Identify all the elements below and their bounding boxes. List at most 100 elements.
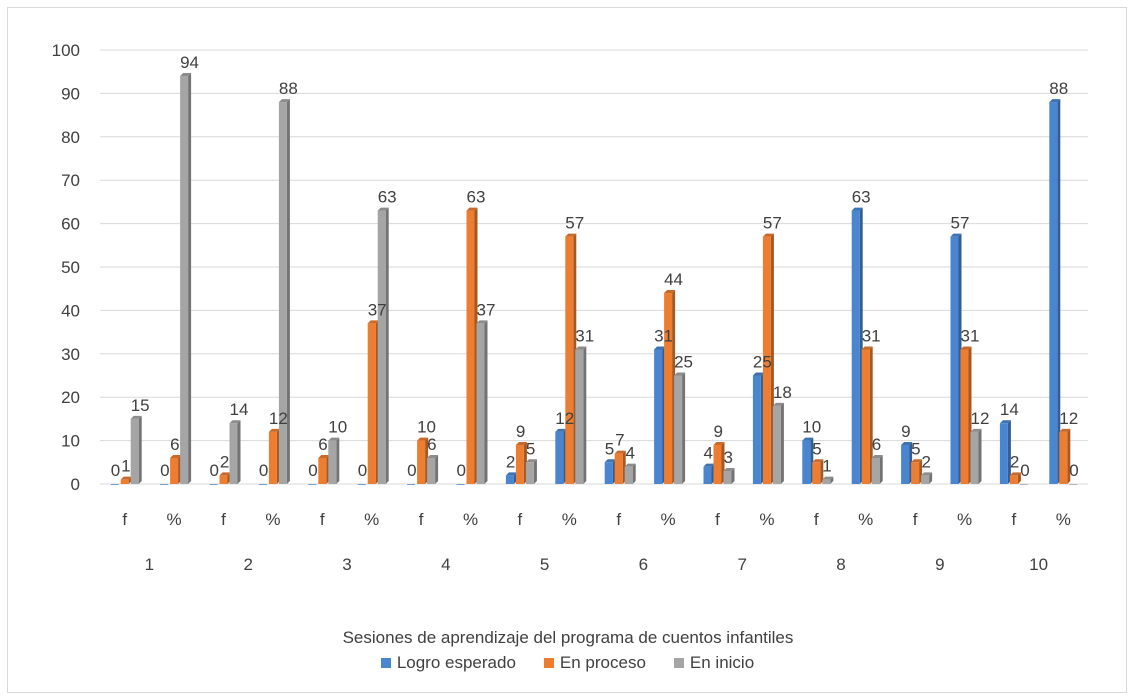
bar <box>871 454 883 484</box>
bar-front <box>1019 484 1028 485</box>
bar-front <box>703 466 712 484</box>
bar-front <box>901 444 910 484</box>
bar-side <box>929 472 933 484</box>
data-label: 2 <box>220 452 229 471</box>
y-tick-label: 60 <box>61 215 80 234</box>
bar <box>160 484 169 485</box>
bar-top <box>772 402 784 406</box>
bar-front <box>664 293 673 484</box>
bar-top <box>871 454 883 458</box>
bar-front <box>565 236 574 484</box>
bar-top <box>851 207 863 211</box>
bar <box>466 207 478 484</box>
bar-top <box>120 476 132 480</box>
bar-front <box>723 470 732 484</box>
bar-side <box>385 207 389 484</box>
bar <box>614 450 626 484</box>
data-label: 5 <box>812 439 821 458</box>
bar-top <box>614 450 626 454</box>
bar <box>575 346 587 484</box>
x-group-label: 7 <box>737 555 746 574</box>
data-label: 0 <box>160 461 169 480</box>
bar-front <box>970 431 979 484</box>
bar-side <box>632 463 636 484</box>
bar-top <box>229 420 241 424</box>
bar-side <box>583 346 587 484</box>
bar-front <box>1009 475 1018 484</box>
bar-top <box>970 428 982 432</box>
bar-top <box>565 233 577 237</box>
bar-front <box>268 431 277 484</box>
x-tick-label: f <box>1012 510 1017 529</box>
bar-top <box>476 320 488 324</box>
bar <box>219 472 231 484</box>
bar-top <box>812 459 824 463</box>
bar-side <box>869 346 873 484</box>
data-label: 0 <box>407 461 416 480</box>
data-label: 12 <box>269 409 288 428</box>
bar-front <box>713 444 722 484</box>
data-label: 5 <box>605 439 614 458</box>
y-tick-label: 20 <box>61 388 80 407</box>
bar <box>180 73 192 484</box>
bar-side <box>879 454 883 484</box>
legend-swatch-proceso <box>543 658 554 668</box>
y-tick-label: 0 <box>71 475 80 494</box>
data-label: 31 <box>654 326 673 345</box>
x-group-label: 10 <box>1029 555 1048 574</box>
data-label: 6 <box>872 435 881 454</box>
x-group-label: 1 <box>145 555 154 574</box>
bar-top <box>664 290 676 294</box>
data-label: 37 <box>477 300 496 319</box>
bar-front <box>861 349 870 484</box>
bar-side <box>978 428 982 484</box>
bar-top <box>713 441 725 445</box>
bar <box>308 484 317 485</box>
bar-top <box>752 372 764 376</box>
data-label: 14 <box>230 400 249 419</box>
data-label: 57 <box>565 214 584 233</box>
bar-front <box>209 484 218 485</box>
bar-top <box>654 346 666 350</box>
x-tick-label: % <box>463 510 478 529</box>
bar <box>654 346 666 484</box>
data-label: 6 <box>318 435 327 454</box>
bar <box>921 472 933 484</box>
x-axis-ticks: f% f% f% f% f% f% f% f% f% f % 1 2 3 4 5 6 7 8 9 10 <box>122 510 1071 574</box>
bar-front <box>367 323 376 484</box>
x-tick-label: % <box>759 510 774 529</box>
bar-side <box>336 437 340 484</box>
bar-front <box>1069 484 1078 485</box>
bar <box>703 463 715 484</box>
bar-front <box>170 457 179 484</box>
bar <box>752 372 764 484</box>
data-label: 25 <box>674 353 693 372</box>
x-tick-label: % <box>957 510 972 529</box>
bar-front <box>110 484 119 485</box>
bar <box>505 472 517 484</box>
bar-front <box>762 236 771 484</box>
bar-top <box>1009 472 1021 476</box>
bar-top <box>318 454 330 458</box>
x-tick-label: f <box>715 510 720 529</box>
data-label: 0 <box>111 461 120 480</box>
bar-side <box>830 476 834 484</box>
bar-front <box>229 423 238 484</box>
bar-top <box>466 207 478 211</box>
bar-top <box>328 437 340 441</box>
data-label: 10 <box>417 418 436 437</box>
bar-front <box>505 475 514 484</box>
bar-front <box>555 431 564 484</box>
data-label: 7 <box>615 431 624 450</box>
bar <box>209 484 218 485</box>
legend-label-logro: Logro esperado <box>396 653 516 672</box>
bar-front <box>604 462 613 484</box>
bar <box>999 420 1011 484</box>
data-label: 3 <box>724 448 733 467</box>
bar-side <box>1017 472 1021 484</box>
bar-front <box>120 479 129 484</box>
bar-top <box>367 320 379 324</box>
bar-top <box>703 463 715 467</box>
bar-front <box>851 210 860 484</box>
